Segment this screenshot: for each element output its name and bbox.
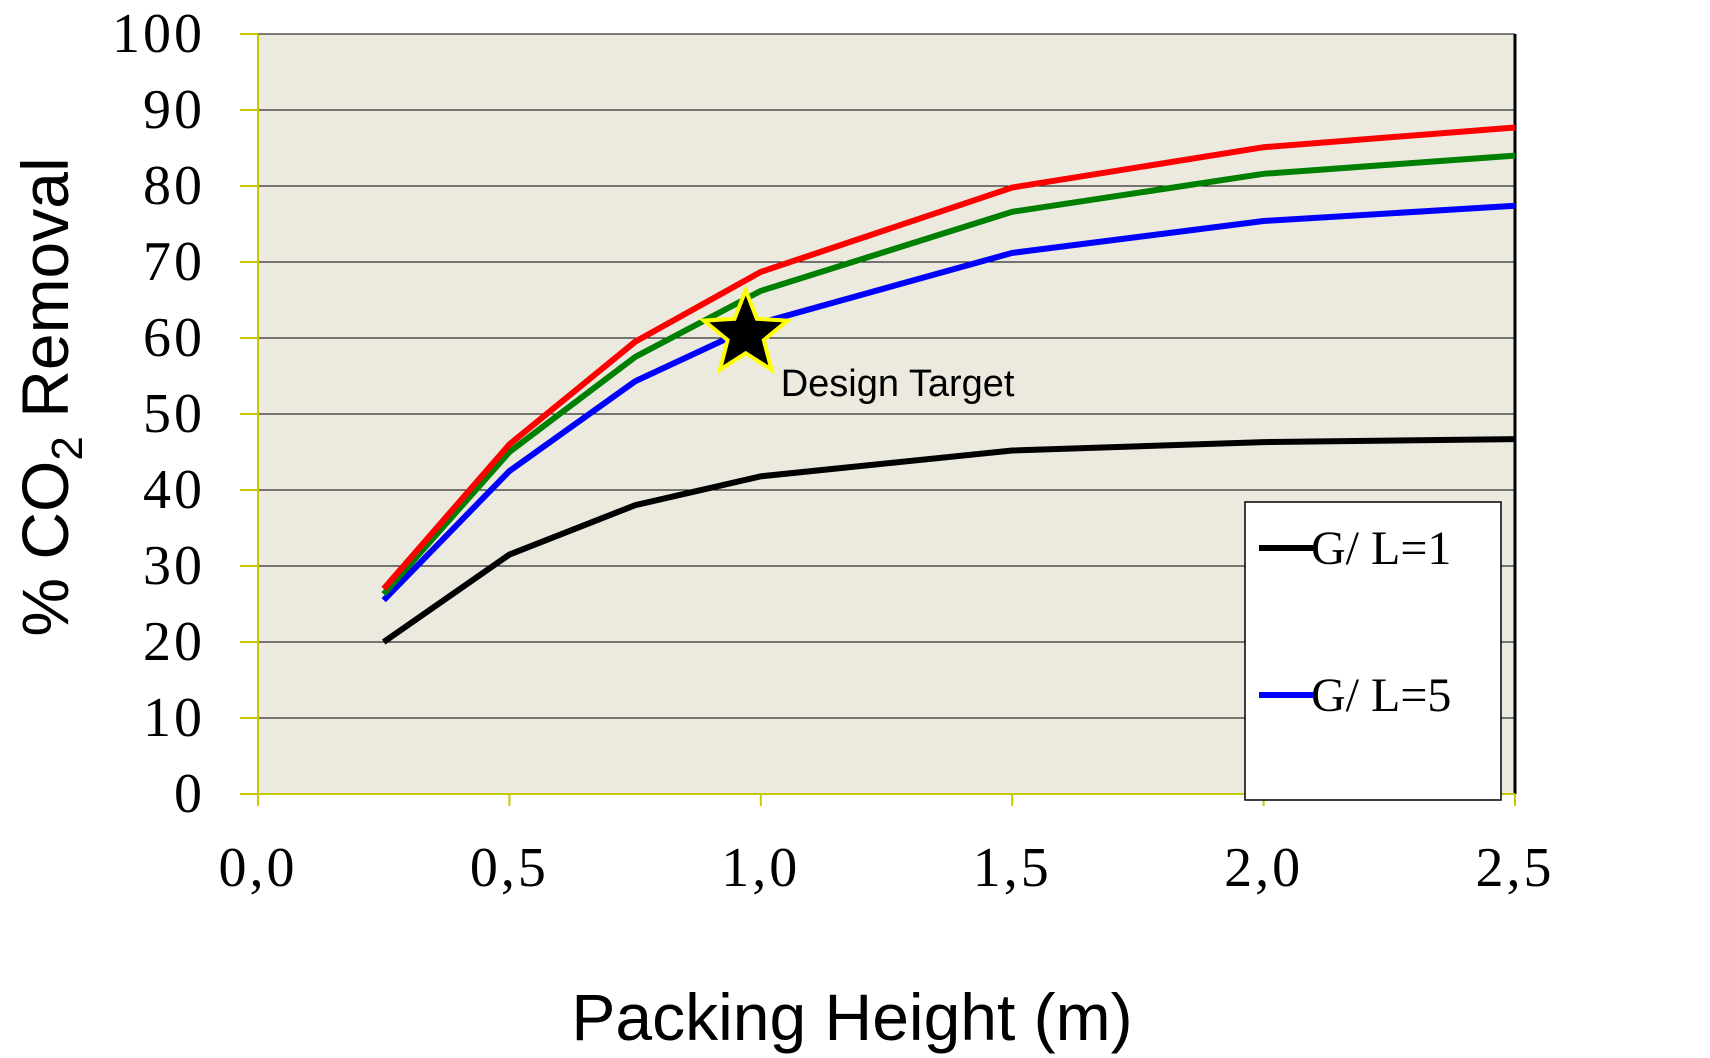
- y-tick-label: 60: [143, 307, 205, 369]
- x-axis-title: Packing Height (m): [571, 980, 1132, 1054]
- y-tick-label: 80: [143, 155, 205, 217]
- y-tick-label: 10: [143, 687, 205, 749]
- y-tick-label: 0: [174, 763, 205, 825]
- series-line-3: [381, 124, 1516, 591]
- y-axis-title: % CO2 Removal: [8, 157, 92, 636]
- series-line-0: [381, 436, 1516, 645]
- x-tick-label: 0,0: [219, 837, 298, 899]
- series-line-2: [381, 152, 1516, 597]
- y-tick-label: 100: [112, 3, 205, 65]
- y-tick-label: 90: [143, 79, 205, 141]
- design-target-star: [698, 284, 793, 375]
- legend-label-0: G/ L=1: [1311, 522, 1451, 575]
- legend-box: [1244, 501, 1502, 801]
- y-tick-label: 50: [143, 383, 205, 445]
- x-tick-label: 1,5: [973, 837, 1052, 899]
- y-tick-label: 30: [143, 535, 205, 597]
- y-tick-label: 40: [143, 459, 205, 521]
- y-tick-label: 20: [143, 611, 205, 673]
- x-tick-label: 0,5: [470, 837, 549, 899]
- design-target-label: Design Target: [781, 363, 1015, 405]
- legend-label-1: G/ L=5: [1311, 669, 1451, 722]
- x-tick-label: 2,0: [1224, 837, 1303, 899]
- y-tick-label: 70: [143, 231, 205, 293]
- x-tick-label: 1,0: [721, 837, 800, 899]
- x-tick-label: 2,5: [1476, 837, 1555, 899]
